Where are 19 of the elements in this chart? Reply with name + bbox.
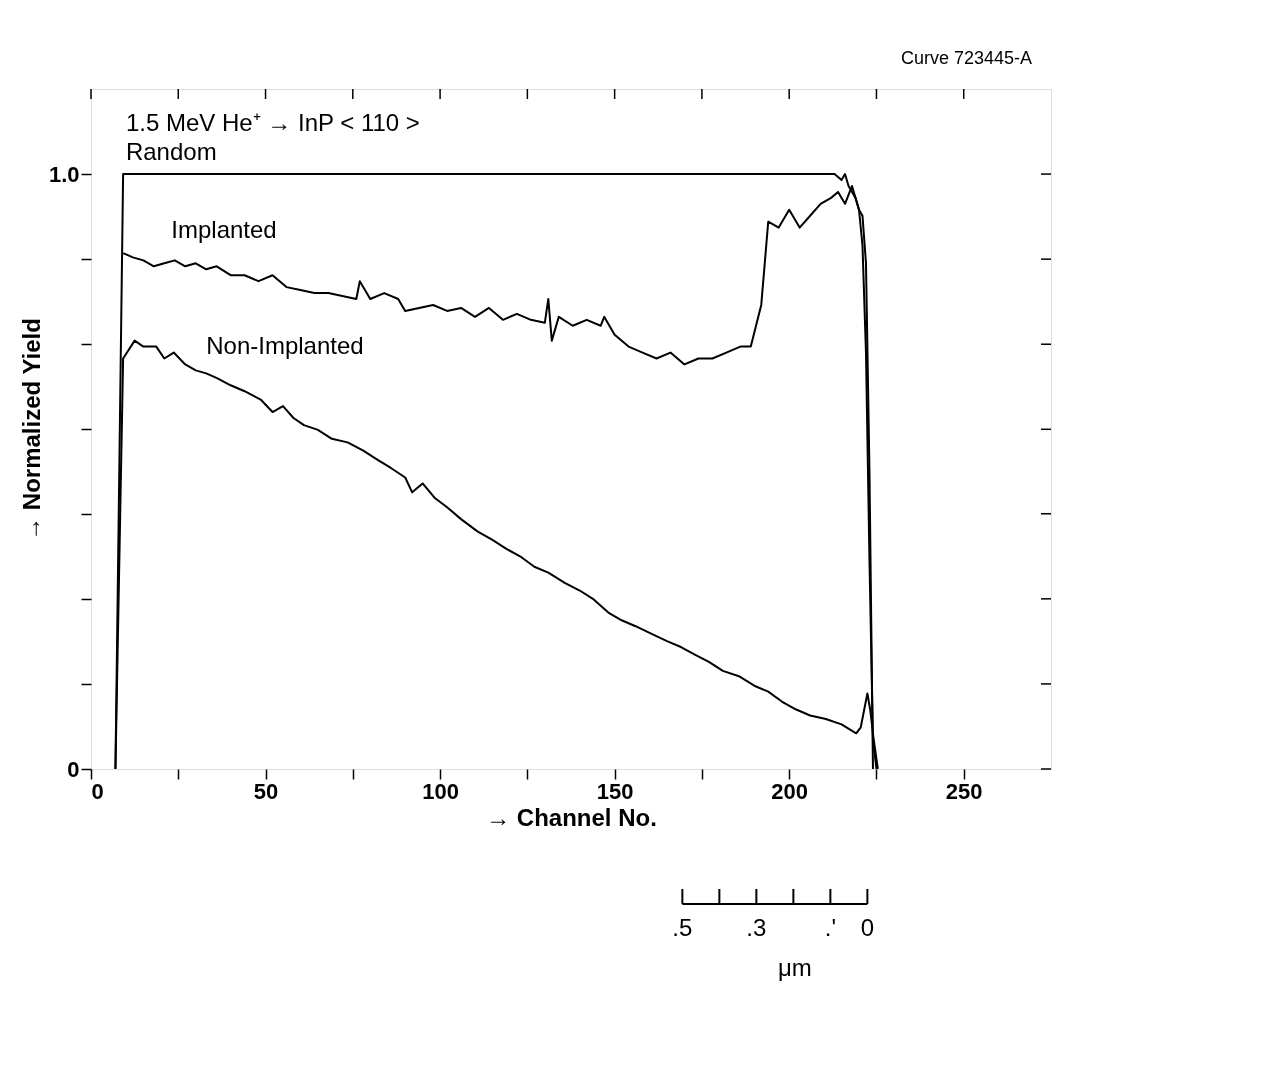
y-tick-label: 1.0 (48, 161, 80, 187)
text: Curve 723445-A (901, 48, 1033, 68)
series-label: Implanted (171, 215, 277, 243)
series-label: Non-Implanted (206, 331, 364, 359)
text: μm (777, 954, 812, 981)
x-tick-label: 250 (945, 778, 983, 804)
x-tick-label: 50 (253, 778, 279, 804)
x-tick-label: 100 (422, 778, 459, 804)
text: 0 (860, 914, 875, 941)
series-label: Random (125, 138, 217, 166)
text: .3 (746, 914, 767, 941)
annotation: 1.5 MeV He⁺ → InP < 110 > (125, 109, 420, 136)
x-axis-title: → Channel No. (486, 803, 657, 831)
text: .5 (672, 914, 693, 941)
x-tick-label: 150 (596, 778, 634, 804)
y-axis-title: → Normalized Yield (17, 318, 45, 541)
x-tick-label: 0 (91, 778, 104, 804)
text: .' (824, 914, 836, 941)
x-tick-label: 200 (771, 778, 809, 804)
